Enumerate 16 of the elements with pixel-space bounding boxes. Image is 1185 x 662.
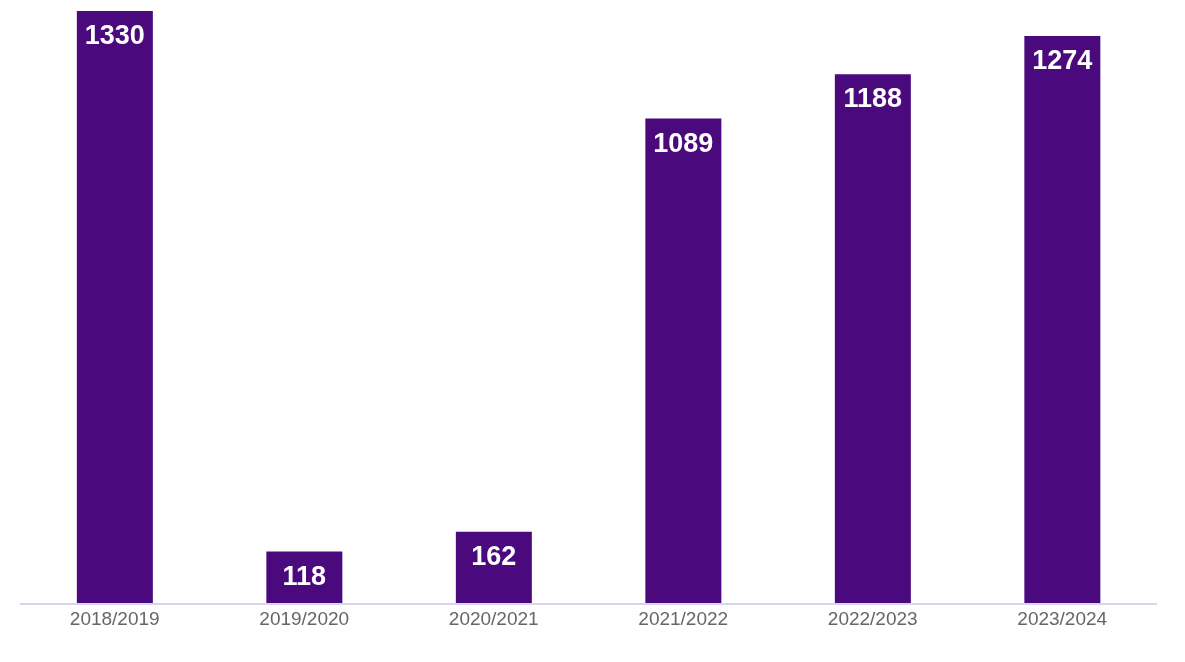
- data-label: 1188: [843, 83, 903, 114]
- data-label: 1330: [84, 20, 145, 51]
- bar: [1024, 35, 1101, 604]
- bar: [645, 118, 722, 604]
- data-label: 118: [282, 560, 327, 591]
- x-tick-label: 2019/2020: [259, 608, 350, 630]
- x-tick-label: 2018/2019: [69, 608, 160, 630]
- data-label: 162: [471, 540, 517, 571]
- data-label: 1089: [653, 127, 714, 158]
- x-tick-label: 2023/2024: [1017, 608, 1108, 630]
- data-label: 1274: [1032, 45, 1093, 76]
- x-tick-label: 2020/2021: [448, 608, 539, 630]
- x-tick-label: 2021/2022: [638, 608, 729, 630]
- bar: [834, 74, 911, 604]
- x-tick-label: 2022/2023: [827, 608, 918, 630]
- bar: [76, 11, 153, 604]
